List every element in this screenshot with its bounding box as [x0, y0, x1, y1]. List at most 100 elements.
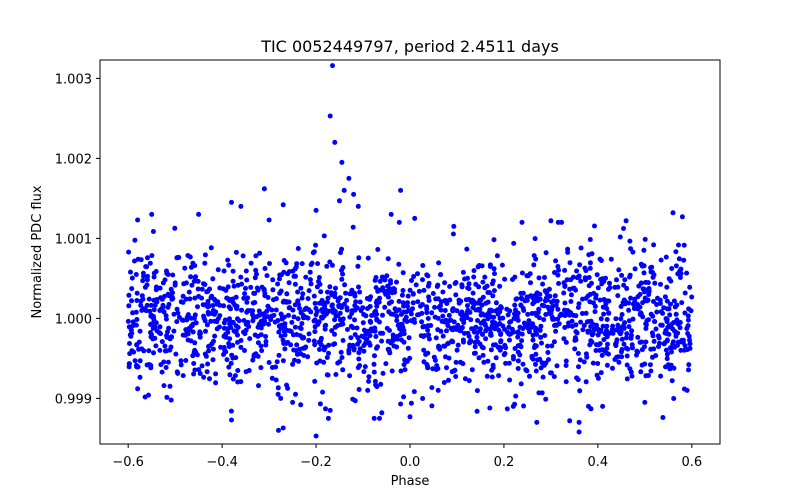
data-point [159, 369, 165, 375]
data-point [511, 240, 517, 246]
data-point [489, 367, 495, 373]
data-point [586, 275, 592, 280]
data-point [646, 292, 652, 297]
data-point [556, 267, 562, 273]
data-point [252, 300, 258, 305]
data-point [488, 347, 494, 353]
data-point [454, 308, 460, 314]
data-point [276, 427, 281, 433]
data-point [536, 315, 542, 321]
data-point [553, 302, 559, 308]
data-point [487, 405, 493, 411]
data-point [626, 324, 632, 330]
data-point [493, 300, 499, 306]
data-point [420, 277, 425, 283]
data-point [332, 324, 338, 330]
data-point [398, 311, 404, 317]
data-point [528, 280, 533, 286]
data-point [435, 387, 441, 393]
data-point [658, 281, 663, 287]
data-point [333, 285, 338, 291]
data-point [135, 386, 141, 392]
data-point [203, 353, 209, 359]
data-point [188, 274, 194, 280]
data-point [341, 187, 347, 193]
data-point [420, 263, 426, 268]
data-point [149, 332, 154, 338]
data-point [158, 331, 163, 337]
data-point [148, 313, 154, 319]
data-point [299, 295, 305, 301]
data-point [556, 321, 562, 327]
data-point [624, 286, 630, 291]
data-point [451, 319, 457, 325]
data-point [192, 295, 198, 301]
data-point [143, 264, 149, 270]
data-point [383, 361, 389, 367]
data-point [356, 339, 362, 344]
data-point [524, 368, 530, 374]
data-point [598, 316, 604, 322]
data-point [253, 253, 259, 259]
data-point [255, 287, 261, 293]
data-point [614, 277, 619, 283]
data-point [377, 415, 382, 421]
data-point [504, 406, 510, 412]
data-point [393, 308, 399, 314]
data-point [430, 366, 436, 372]
data-point [425, 316, 431, 321]
chart-title: TIC 0052449797, period 2.4511 days [260, 37, 559, 56]
data-point [371, 361, 377, 367]
data-point [323, 322, 329, 328]
data-point [210, 357, 216, 363]
data-point [337, 198, 342, 204]
data-point [371, 415, 377, 421]
data-point [632, 266, 638, 272]
data-point [663, 327, 669, 333]
data-point [295, 246, 301, 251]
data-point [664, 356, 670, 362]
data-point [205, 309, 211, 315]
data-point [485, 316, 491, 322]
data-point [178, 358, 184, 364]
data-point [419, 310, 425, 316]
data-point [324, 263, 330, 269]
data-point [408, 400, 414, 406]
data-point [126, 249, 132, 255]
data-point [306, 288, 312, 294]
data-point [622, 299, 628, 305]
y-tick-label: 1.001 [55, 232, 92, 247]
data-point [279, 316, 285, 322]
data-point [275, 385, 281, 391]
data-point [203, 328, 208, 334]
data-point [347, 314, 353, 320]
data-point [283, 341, 289, 346]
data-point [654, 302, 660, 307]
data-point [311, 249, 317, 255]
data-point [483, 336, 489, 342]
data-point [228, 408, 234, 414]
data-point [239, 281, 245, 287]
data-point [188, 264, 194, 270]
data-point [619, 312, 625, 317]
data-point [621, 226, 626, 231]
data-point [159, 339, 165, 345]
data-point [284, 291, 290, 297]
data-point [451, 223, 457, 229]
data-point [372, 309, 378, 315]
data-point [562, 300, 568, 306]
data-point [287, 305, 293, 311]
data-point [217, 285, 223, 291]
data-point [259, 348, 265, 354]
data-point [166, 325, 172, 331]
data-point [319, 307, 325, 313]
data-point [585, 293, 591, 299]
data-point [485, 358, 491, 364]
data-point [595, 285, 601, 291]
data-point [277, 276, 282, 282]
data-point [306, 337, 312, 343]
data-point [321, 233, 327, 239]
data-point [380, 370, 386, 376]
data-point [151, 350, 156, 356]
